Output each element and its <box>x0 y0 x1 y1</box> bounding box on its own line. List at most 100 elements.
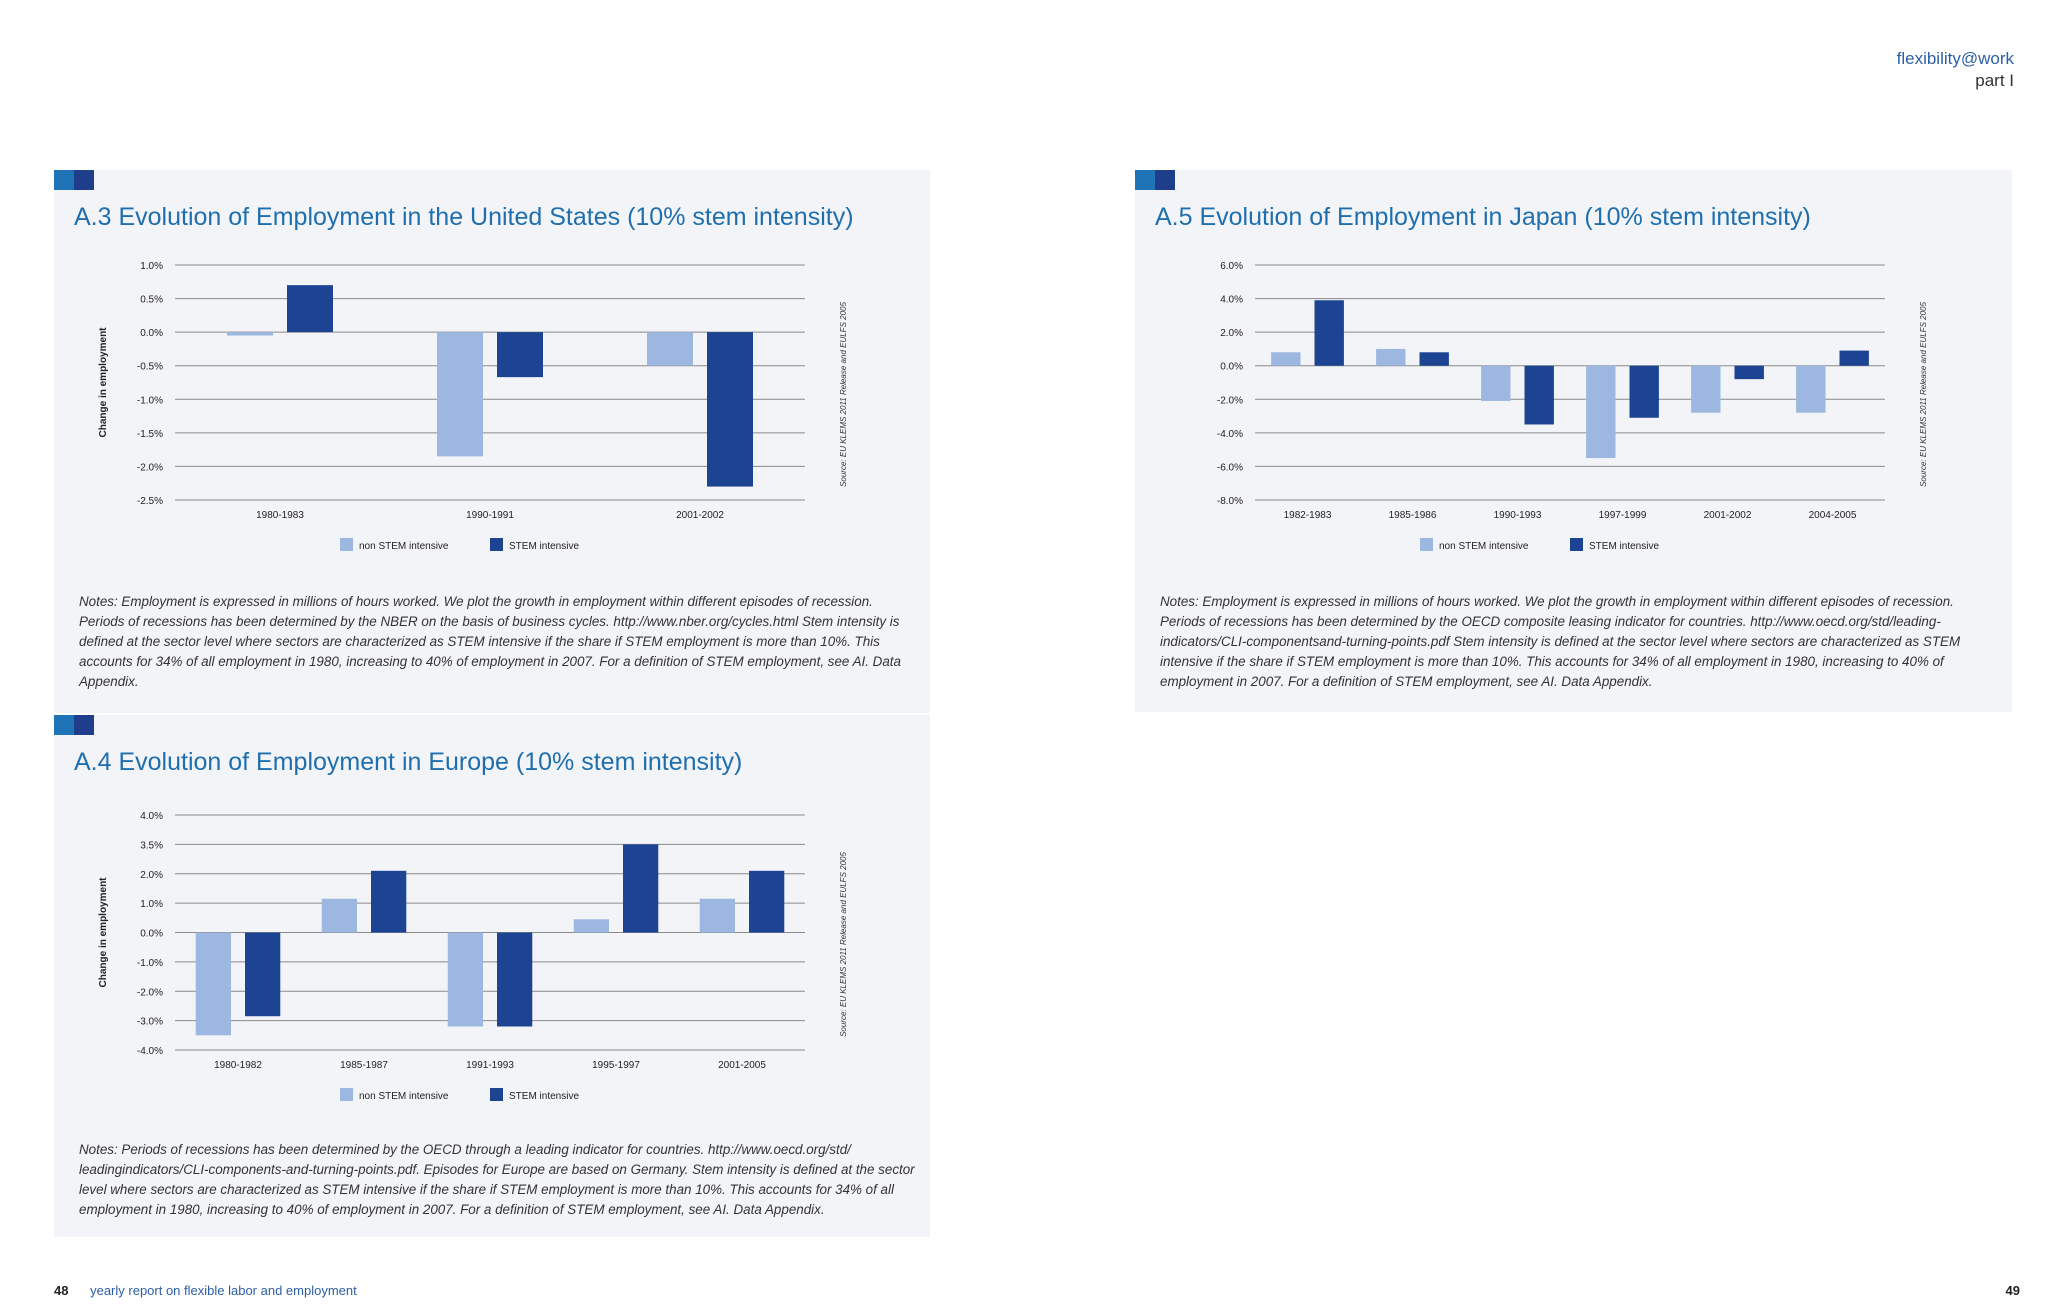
bar-non-stem <box>321 898 357 933</box>
source-note: Source: EU KLEMS 2011 Release and EULFS … <box>839 302 848 487</box>
bar-non-stem <box>227 332 273 336</box>
y-tick-label: 4.0% <box>140 811 163 822</box>
source-note: Source: EU KLEMS 2011 Release and EULFS … <box>839 852 848 1037</box>
chart-title-us: A.3 Evolution of Employment in the Unite… <box>74 203 854 231</box>
bar-stem <box>1419 352 1449 366</box>
y-tick-label: 0.0% <box>140 328 163 339</box>
legend-label-non-stem: non STEM intensive <box>359 541 449 552</box>
panel-us <box>54 170 930 713</box>
legend-swatch-non-stem <box>1420 538 1433 551</box>
y-tick-label: -4.0% <box>1217 429 1243 440</box>
y-tick-label: 0.5% <box>140 295 163 306</box>
y-tick-label: 6.0% <box>1220 261 1243 272</box>
x-tick-label: 1997-1999 <box>1599 510 1647 521</box>
footer-left: 48 yearly report on flexible labor and e… <box>54 1283 357 1298</box>
bar-non-stem <box>1586 365 1616 459</box>
x-tick-label: 1990-1991 <box>466 510 514 521</box>
bar-non-stem <box>195 932 231 1036</box>
x-tick-label: 1991-1993 <box>466 1060 514 1071</box>
chart-svg-japan: 6.0% 4.0% 2.0% 0.0% -2.0% -4.0% -6.0% -8.0% 1982… <box>1217 261 1928 552</box>
x-tick-label: 1985-1987 <box>340 1060 388 1071</box>
bar-non-stem <box>699 898 735 933</box>
chart-svg-us: 1.0% 0.5% 0.0% -0.5% -1.0% -1.5% -2.0% -2.5% Cha… <box>98 261 848 552</box>
bar-non-stem <box>1481 365 1511 401</box>
notes-us: Notes: Employment is expressed in millio… <box>79 594 901 689</box>
legend-swatch-non-stem <box>340 538 353 551</box>
y-tick-label: -1.5% <box>137 429 163 440</box>
y-tick-label: 4.0% <box>1220 295 1243 306</box>
bar-stem <box>287 285 333 333</box>
y-tick-label: 0.0% <box>140 929 163 940</box>
x-tick-label: 1985-1986 <box>1389 510 1437 521</box>
section-marker-europe <box>54 715 94 735</box>
x-tick-label: 2001-2002 <box>1704 510 1752 521</box>
page-number-left: 48 <box>54 1283 69 1298</box>
y-tick-label: 2.0% <box>1220 328 1243 339</box>
section-marker-us <box>54 170 94 190</box>
bar-stem <box>1734 365 1764 380</box>
bar-stem <box>1629 365 1659 418</box>
section-marker-japan <box>1135 170 1175 190</box>
y-tick-label: -2.5% <box>137 496 163 507</box>
panel-japan <box>1135 170 2012 712</box>
y-tick-label: -3.0% <box>137 1017 163 1028</box>
legend-swatch-stem <box>490 1088 503 1101</box>
chart-japan: 6.0% 4.0% 2.0% 0.0% -2.0% -4.0% -6.0% -8.0% 1982… <box>1150 250 1990 570</box>
running-header: flexibility@work part I <box>1897 48 2014 92</box>
bar-non-stem <box>1376 348 1406 366</box>
y-tick-label: -2.0% <box>1217 395 1243 406</box>
y-tick-label: 2.0% <box>140 870 163 881</box>
x-tick-label: 1980-1982 <box>214 1060 262 1071</box>
bar-stem <box>371 870 407 933</box>
x-tick-label: 1980-1983 <box>256 510 304 521</box>
bar-non-stem <box>647 332 693 366</box>
y-tick-label: -1.0% <box>137 958 163 969</box>
y-tick-label: -6.0% <box>1217 462 1243 473</box>
legend-swatch-stem <box>490 538 503 551</box>
x-tick-label: 1995-1997 <box>592 1060 640 1071</box>
y-tick-label: 0.0% <box>1220 362 1243 373</box>
y-tick-label: -1.0% <box>137 395 163 406</box>
x-tick-label: 1982-1983 <box>1284 510 1332 521</box>
bar-stem <box>245 932 281 1017</box>
bar-stem <box>1524 365 1554 425</box>
chart-title-japan: A.5 Evolution of Employment in Japan (10… <box>1155 203 1811 231</box>
legend-label-stem: STEM intensive <box>509 541 579 552</box>
y-tick-label: -4.0% <box>137 1046 163 1057</box>
chart-title-europe: A.4 Evolution of Employment in Europe (1… <box>74 748 743 776</box>
x-tick-label: 2001-2005 <box>718 1060 766 1071</box>
x-tick-label: 1990-1993 <box>1494 510 1542 521</box>
legend-swatch-non-stem <box>340 1088 353 1101</box>
header-brand: flexibility@work <box>1896 49 2014 68</box>
bar-non-stem <box>437 332 483 457</box>
legend-swatch-stem <box>1570 538 1583 551</box>
y-tick-label: -2.0% <box>137 987 163 998</box>
y-tick-label: -2.0% <box>137 462 163 473</box>
chart-us: 1.0% 0.5% 0.0% -0.5% -1.0% -1.5% -2.0% -2.5% Cha… <box>70 250 910 570</box>
bar-stem <box>497 932 533 1027</box>
bar-stem <box>623 844 659 933</box>
legend-label-non-stem: non STEM intensive <box>359 1091 449 1102</box>
y-tick-label: -0.5% <box>137 362 163 373</box>
x-tick-label: 2004-2005 <box>1809 510 1857 521</box>
source-note: Source: EU KLEMS 2011 Release and EULFS … <box>1919 302 1928 487</box>
chart-svg-europe: 4.0% 3.5% 2.0% 1.0% 0.0% -1.0% -2.0% -3.0% -4.0%… <box>98 811 848 1102</box>
x-tick-label: 2001-2002 <box>676 510 724 521</box>
legend-label-stem: STEM intensive <box>1589 541 1659 552</box>
bar-stem <box>1839 350 1869 366</box>
legend-label-non-stem: non STEM intensive <box>1439 541 1529 552</box>
notes-japan: Notes: Employment is expressed in millio… <box>1160 594 1961 689</box>
bar-non-stem <box>447 932 483 1027</box>
bar-stem <box>707 332 753 487</box>
bar-stem <box>497 332 543 378</box>
y-axis-label: Change in employment <box>98 877 109 988</box>
y-tick-label: 1.0% <box>140 261 163 272</box>
bar-non-stem <box>573 919 609 933</box>
y-axis-label: Change in employment <box>98 327 109 438</box>
bar-stem <box>1314 300 1344 366</box>
bar-non-stem <box>1691 365 1721 413</box>
chart-europe: 4.0% 3.5% 2.0% 1.0% 0.0% -1.0% -2.0% -3.0% -4.0%… <box>70 800 910 1120</box>
y-tick-label: 1.0% <box>140 899 163 910</box>
bar-non-stem <box>1796 365 1826 413</box>
header-part: part I <box>1975 71 2014 90</box>
